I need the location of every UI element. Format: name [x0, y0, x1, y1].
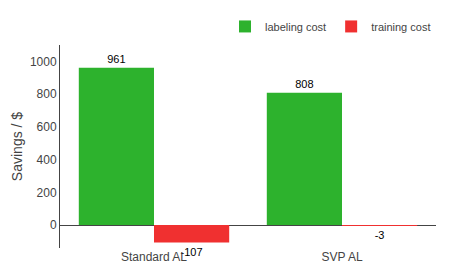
svg-text:400: 400 — [37, 153, 57, 167]
svg-text:-3: -3 — [375, 229, 385, 241]
svg-text:808: 808 — [295, 78, 313, 90]
svg-text:labeling cost: labeling cost — [265, 21, 326, 33]
svg-text:961: 961 — [107, 53, 125, 65]
svg-text:200: 200 — [37, 186, 57, 200]
svg-text:-107: -107 — [181, 246, 203, 258]
svg-text:1000: 1000 — [30, 55, 57, 69]
svg-text:0: 0 — [50, 218, 57, 232]
svg-text:SVP AL: SVP AL — [321, 250, 362, 264]
svg-text:800: 800 — [37, 87, 57, 101]
svg-text:600: 600 — [37, 120, 57, 134]
svg-text:Savings / $: Savings / $ — [9, 112, 25, 181]
svg-text:training cost: training cost — [371, 21, 430, 33]
svg-text:Standard AL: Standard AL — [121, 250, 187, 264]
